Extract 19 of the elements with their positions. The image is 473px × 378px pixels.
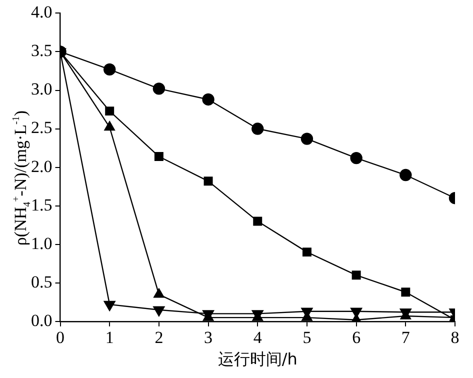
x-tick-label: 3 bbox=[204, 328, 213, 348]
y-tick-label: 1.5 bbox=[31, 195, 52, 214]
x-tick-label: 4 bbox=[253, 328, 262, 348]
x-tick-label: 6 bbox=[352, 328, 361, 348]
x-tick-label: 2 bbox=[154, 328, 164, 348]
y-tick-label: 2.0 bbox=[31, 156, 52, 176]
y-tick-label: 4.0 bbox=[31, 2, 52, 22]
x-tick-label: 0 bbox=[56, 328, 64, 348]
y-tick-label: 3.5 bbox=[31, 41, 52, 60]
y-tick-label: 1.0 bbox=[31, 234, 52, 253]
x-tick-label: 8 bbox=[450, 328, 460, 348]
x-axis-title: 运行时间/h bbox=[218, 350, 298, 369]
x-tick-label: 1 bbox=[105, 328, 114, 348]
x-tick-label: 5 bbox=[302, 328, 312, 348]
y-tick-label: 3.0 bbox=[31, 80, 52, 99]
y-tick-label: 2.5 bbox=[31, 118, 52, 138]
x-tick-label: 7 bbox=[401, 328, 410, 348]
y-tick-label: 0.0 bbox=[31, 310, 52, 330]
y-tick-label: 0.5 bbox=[31, 272, 52, 292]
